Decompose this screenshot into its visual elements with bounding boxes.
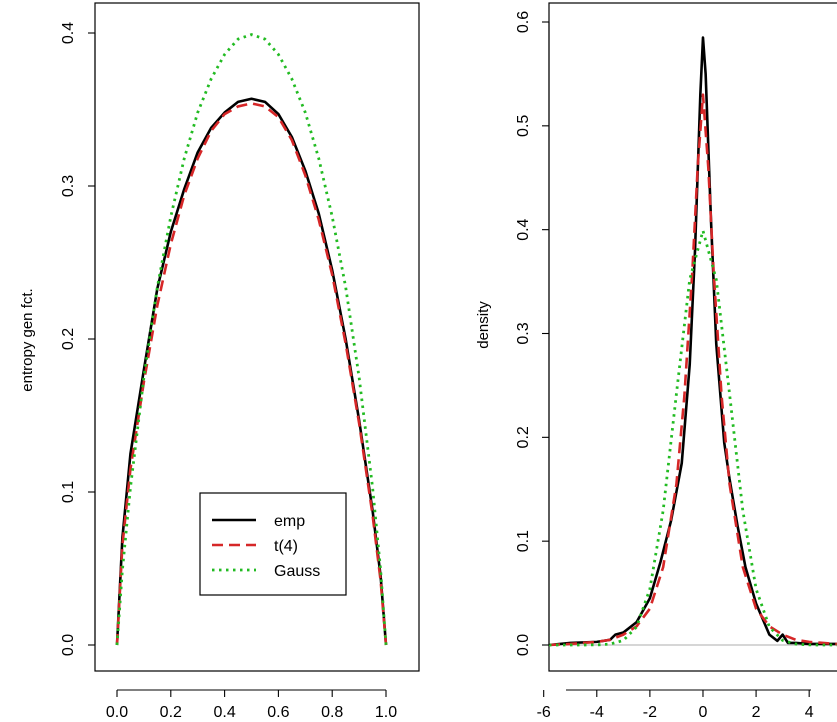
left-x-tick-label: 0.2 [160, 704, 182, 721]
right-x-tick-label: 2 [752, 704, 761, 721]
right-x-tick-label: -6 [537, 704, 551, 721]
left-y-tick-label: 0.3 [60, 175, 77, 197]
right-y-tick-label: 0.5 [515, 115, 532, 137]
right-y-axis-label: density [475, 301, 492, 349]
right-x-tick-label: 4 [805, 704, 814, 721]
right-x-axis: -6 -4 -2 0 2 4 [537, 689, 814, 721]
left-y-tick-label: 0.1 [60, 481, 77, 503]
right-series-emp [548, 36, 837, 647]
right-x-tick-label: -4 [590, 704, 604, 721]
legend: emp t(4) Gauss [199, 492, 347, 596]
left-x-axis: 0.0 0.2 0.4 0.6 0.8 1.0 [106, 689, 397, 721]
left-x-tick-label: 1.0 [375, 704, 397, 721]
legend-item-emp: emp [212, 513, 305, 530]
right-panel-density-chart: -6 -4 -2 0 2 4 0.0 0.1 0.2 0.3 0.4 0.5 0.6 density [475, 2, 837, 721]
right-series-layer [548, 36, 837, 647]
right-y-tick-label: 0.2 [515, 426, 532, 448]
legend-item-gauss: Gauss [212, 563, 320, 580]
left-y-tick-label: 0.0 [60, 634, 77, 656]
legend-label-emp: emp [274, 513, 305, 530]
left-panel-entropy-chart: 0.0 0.2 0.4 0.6 0.8 1.0 0.0 0.1 0.2 0.3 0.4 entro… [19, 2, 420, 721]
legend-label-gauss: Gauss [274, 563, 320, 580]
right-y-tick-label: 0.0 [515, 634, 532, 656]
left-y-tick-label: 0.2 [60, 328, 77, 350]
right-y-tick-label: 0.3 [515, 322, 532, 344]
right-x-tick-label: -2 [643, 704, 657, 721]
right-y-tick-label: 0.1 [515, 530, 532, 552]
left-y-axis: 0.0 0.1 0.2 0.3 0.4 [60, 22, 96, 656]
right-plot-frame [548, 2, 837, 672]
legend-label-t4: t(4) [274, 538, 298, 555]
right-series-t4 [548, 93, 837, 647]
left-x-tick-label: 0.6 [267, 704, 289, 721]
left-series-gauss [115, 33, 388, 646]
left-x-tick-label: 0.0 [106, 704, 128, 721]
left-y-axis-label: entropy gen fct. [19, 288, 36, 391]
right-series-gauss [548, 229, 837, 647]
right-y-tick-label: 0.4 [515, 218, 532, 240]
left-x-tick-label: 0.4 [213, 704, 235, 721]
left-x-tick-label: 0.8 [321, 704, 343, 721]
right-x-tick-label: 0 [699, 704, 708, 721]
legend-item-t4: t(4) [212, 538, 298, 555]
left-y-tick-label: 0.4 [60, 22, 77, 44]
right-y-tick-label: 0.6 [515, 11, 532, 33]
left-series-t4 [115, 102, 388, 646]
left-series-layer [115, 33, 388, 646]
right-y-axis: 0.0 0.1 0.2 0.3 0.4 0.5 0.6 [515, 11, 550, 656]
legend-box [199, 492, 347, 596]
